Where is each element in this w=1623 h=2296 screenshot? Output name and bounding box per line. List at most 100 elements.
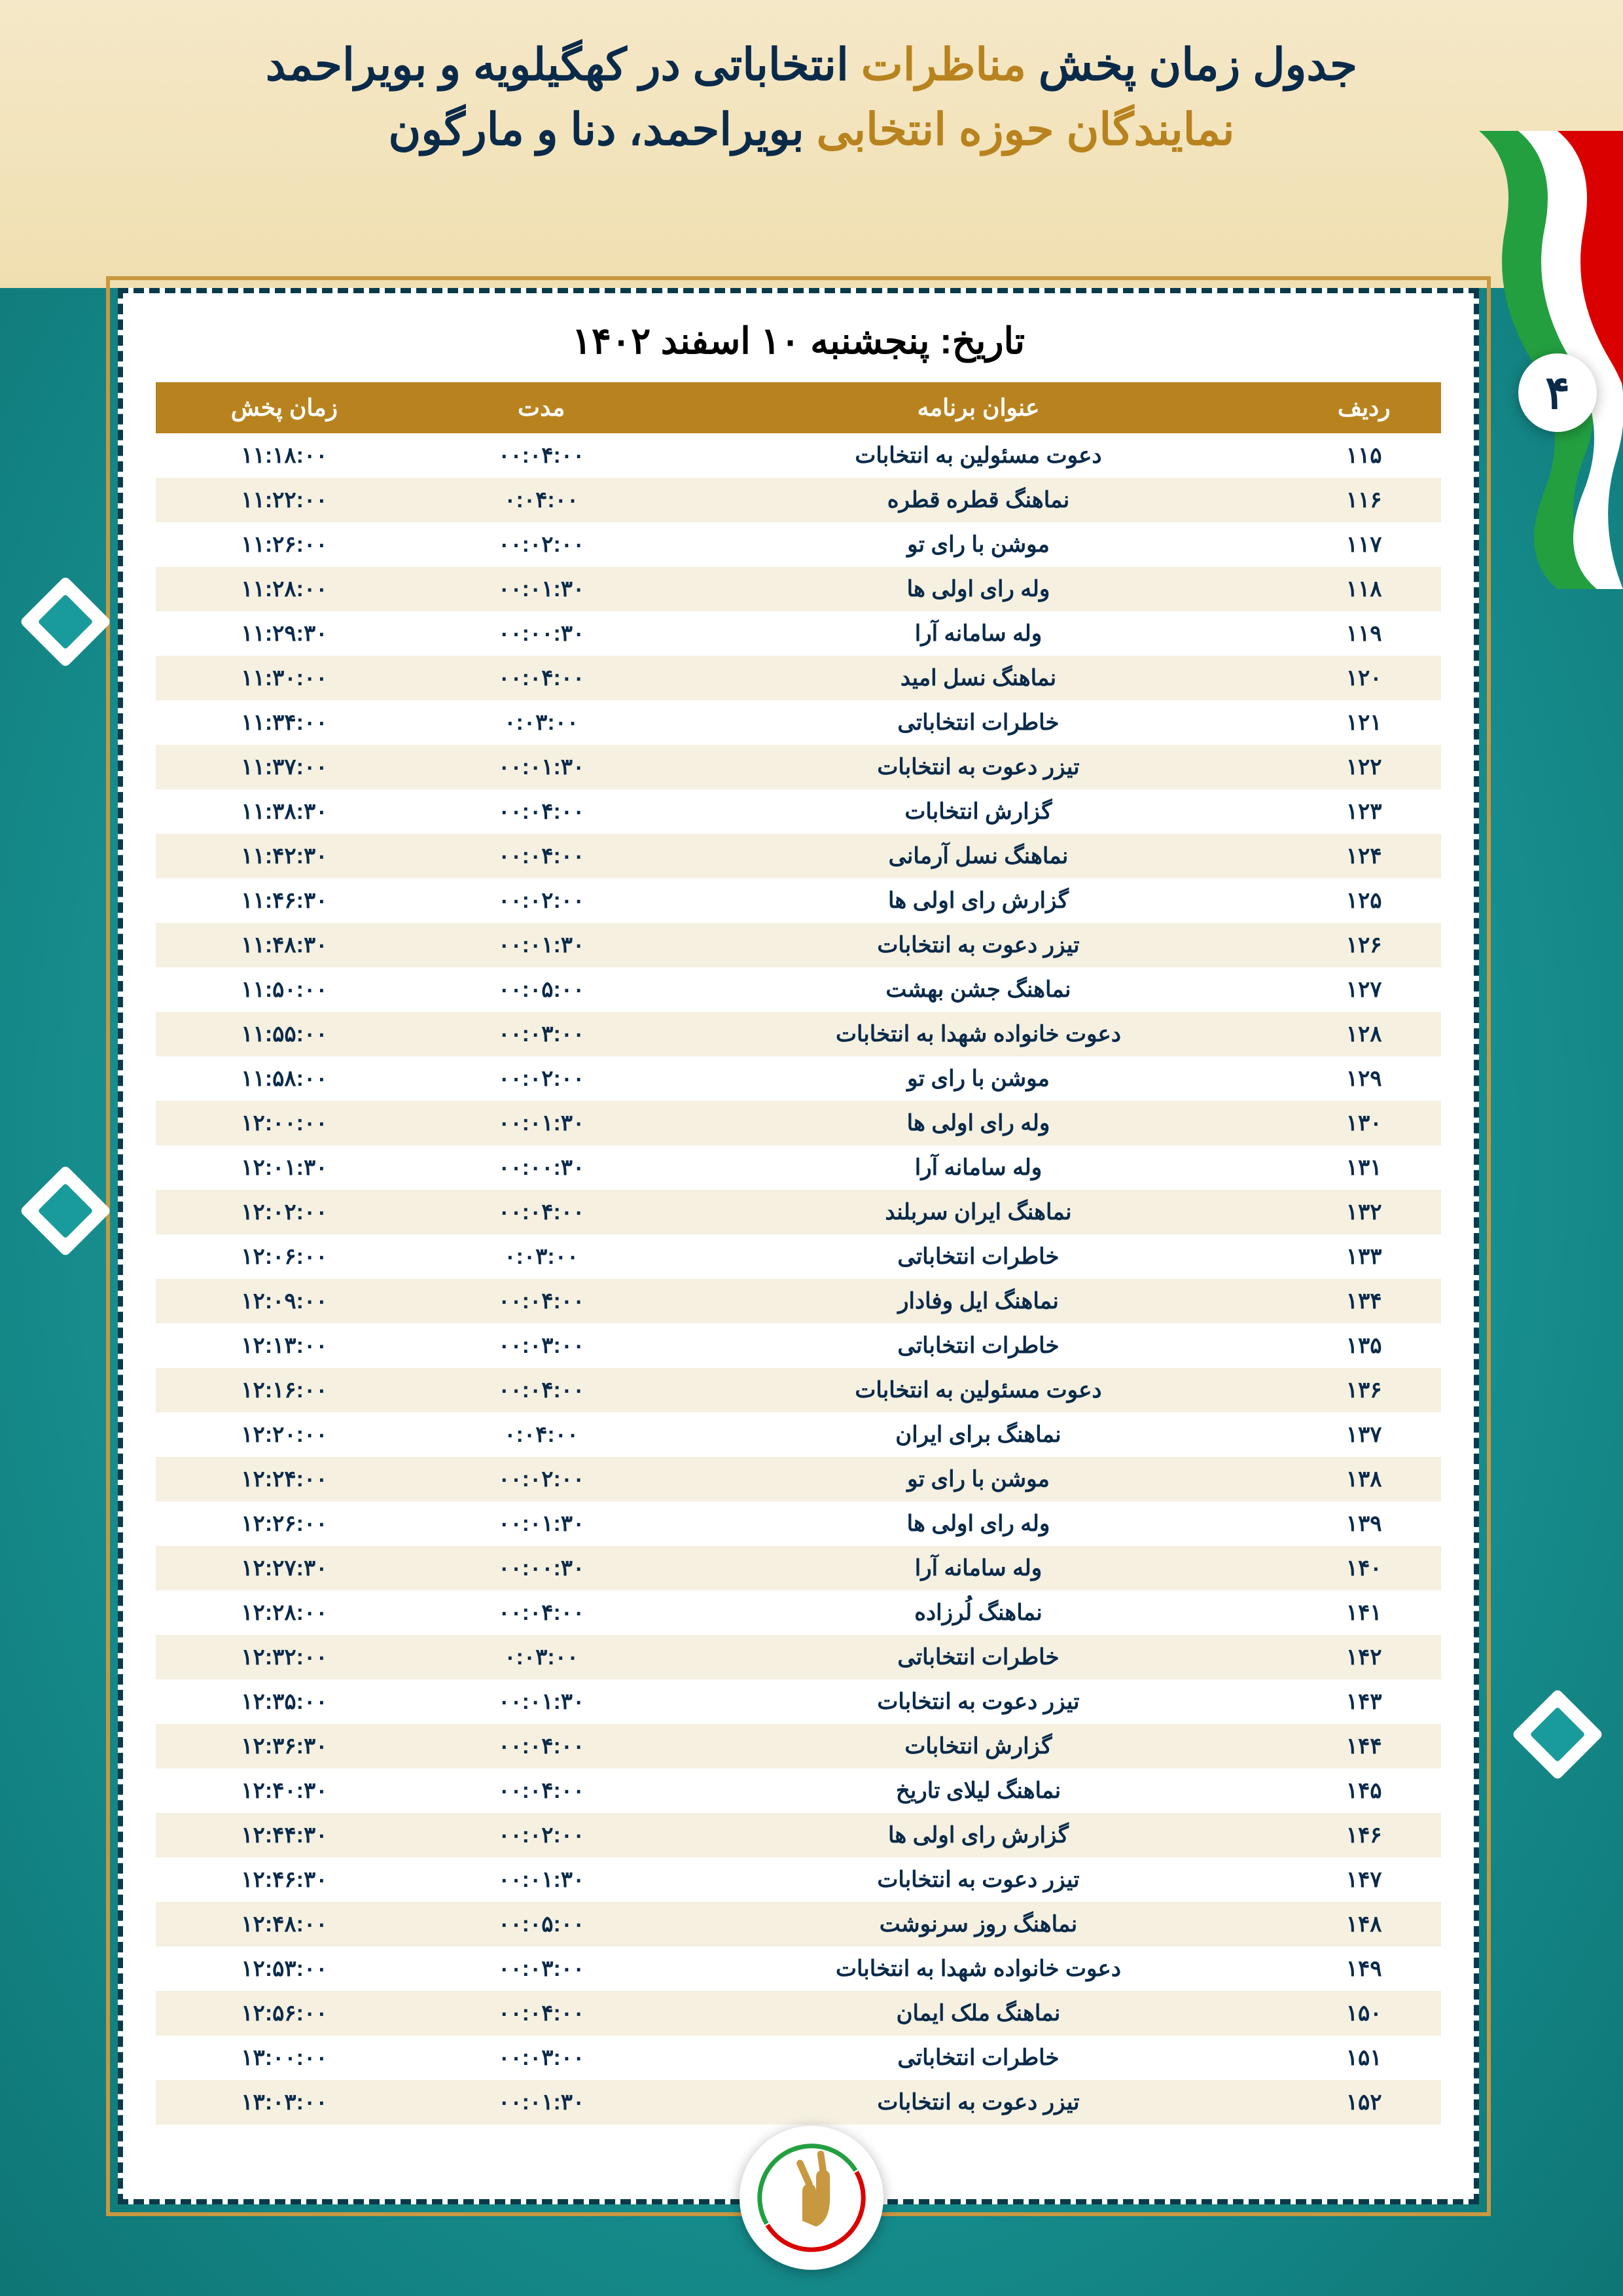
cell-program-title: نماهنگ نسل آرمانی (670, 834, 1287, 878)
table-row: ۱۳۰وله رای اولی ها۰۰:۰۱:۳۰۱۲:۰۰:۰۰ (156, 1101, 1441, 1145)
col-header-title: عنوان برنامه (670, 382, 1287, 433)
cell-program-title: موشن با رای تو (670, 1457, 1287, 1501)
cell-row-number: ۱۲۵ (1287, 878, 1441, 923)
table-row: ۱۳۶دعوت مسئولین به انتخابات۰۰:۰۴:۰۰۱۲:۱۶… (156, 1368, 1441, 1412)
cell-program-title: خاطرات انتخاباتی (670, 1234, 1287, 1279)
cell-broadcast-time: ۱۱:۳۷:۰۰ (156, 745, 413, 789)
cell-row-number: ۱۴۰ (1287, 1546, 1441, 1590)
cell-broadcast-time: ۱۲:۴۴:۳۰ (156, 1813, 413, 1857)
cell-row-number: ۱۳۱ (1287, 1145, 1441, 1190)
table-row: ۱۴۰وله سامانه آرا۰۰:۰۰:۳۰۱۲:۲۷:۳۰ (156, 1546, 1441, 1590)
cell-duration: ۰۰:۰۱:۳۰ (413, 1501, 670, 1546)
cell-row-number: ۱۳۲ (1287, 1190, 1441, 1234)
cell-program-title: نماهنگ جشن بهشت (670, 967, 1287, 1012)
cell-duration: ۰۰:۰۲:۰۰ (413, 522, 670, 567)
cell-row-number: ۱۴۲ (1287, 1635, 1441, 1679)
cell-duration: ۰۰:۰۱:۳۰ (413, 1679, 670, 1724)
cell-broadcast-time: ۱۲:۵۳:۰۰ (156, 1946, 413, 1991)
cell-row-number: ۱۳۵ (1287, 1323, 1441, 1368)
cell-program-title: موشن با رای تو (670, 522, 1287, 567)
cell-row-number: ۱۱۹ (1287, 611, 1441, 656)
table-row: ۱۲۰نماهنگ نسل امید۰۰:۰۴:۰۰۱۱:۳۰:۰۰ (156, 656, 1441, 700)
cell-program-title: دعوت خانواده شهدا به انتخابات (670, 1946, 1287, 1991)
table-row: ۱۳۸موشن با رای تو۰۰:۰۲:۰۰۱۲:۲۴:۰۰ (156, 1457, 1441, 1501)
table-row: ۱۲۹موشن با رای تو۰۰:۰۲:۰۰۱۱:۵۸:۰۰ (156, 1056, 1441, 1101)
cell-row-number: ۱۳۹ (1287, 1501, 1441, 1546)
title-1-highlight: مناظرات (861, 40, 1026, 90)
table-row: ۱۴۲خاطرات انتخاباتی۰:۰۳:۰۰۱۲:۳۲:۰۰ (156, 1635, 1441, 1679)
cell-program-title: نماهنگ ایران سربلند (670, 1190, 1287, 1234)
cell-broadcast-time: ۱۱:۴۸:۳۰ (156, 923, 413, 967)
title-2-pre: نمایندگان حوزه انتخابی (804, 105, 1235, 154)
cell-duration: ۰۰:۰۱:۳۰ (413, 2080, 670, 2125)
title-1-pre: جدول زمان پخش (1026, 40, 1357, 90)
cell-program-title: دعوت خانواده شهدا به انتخابات (670, 1012, 1287, 1056)
cell-broadcast-time: ۱۱:۵۸:۰۰ (156, 1056, 413, 1101)
table-row: ۱۲۲تیزر دعوت به انتخابات۰۰:۰۱:۳۰۱۱:۳۷:۰۰ (156, 745, 1441, 789)
cell-row-number: ۱۴۳ (1287, 1679, 1441, 1724)
schedule-panel: تاریخ: پنجشنبه ۱۰ اسفند ۱۴۰۲ ردیف عنوان … (118, 288, 1479, 2204)
cell-row-number: ۱۴۶ (1287, 1813, 1441, 1857)
cell-row-number: ۱۳۴ (1287, 1279, 1441, 1323)
table-row: ۱۳۷نماهنگ برای ایران۰:۰۴:۰۰۱۲:۲۰:۰۰ (156, 1412, 1441, 1457)
cell-broadcast-time: ۱۱:۵۵:۰۰ (156, 1012, 413, 1056)
cell-broadcast-time: ۱۱:۳۰:۰۰ (156, 656, 413, 700)
table-row: ۱۱۸وله رای اولی ها۰۰:۰۱:۳۰۱۱:۲۸:۰۰ (156, 567, 1441, 611)
cell-program-title: نماهنگ نسل امید (670, 656, 1287, 700)
table-row: ۱۲۱خاطرات انتخاباتی۰:۰۳:۰۰۱۱:۳۴:۰۰ (156, 700, 1441, 745)
cell-broadcast-time: ۱۲:۳۵:۰۰ (156, 1679, 413, 1724)
cell-row-number: ۱۲۶ (1287, 923, 1441, 967)
cell-row-number: ۱۵۲ (1287, 2080, 1441, 2125)
cell-duration: ۰۰:۰۲:۰۰ (413, 878, 670, 923)
cell-row-number: ۱۳۷ (1287, 1412, 1441, 1457)
cell-duration: ۰۰:۰۱:۳۰ (413, 745, 670, 789)
cell-program-title: وله رای اولی ها (670, 567, 1287, 611)
title-line-2: نمایندگان حوزه انتخابی بویراحمد، دنا و م… (0, 104, 1623, 156)
cell-broadcast-time: ۱۱:۲۹:۳۰ (156, 611, 413, 656)
cell-duration: ۰۰:۰۴:۰۰ (413, 1590, 670, 1635)
cell-row-number: ۱۲۱ (1287, 700, 1441, 745)
footer-logo (740, 2126, 883, 2270)
cell-broadcast-time: ۱۱:۴۲:۳۰ (156, 834, 413, 878)
cell-row-number: ۱۲۹ (1287, 1056, 1441, 1101)
cell-broadcast-time: ۱۳:۰۳:۰۰ (156, 2080, 413, 2125)
table-row: ۱۱۷موشن با رای تو۰۰:۰۲:۰۰۱۱:۲۶:۰۰ (156, 522, 1441, 567)
table-row: ۱۴۸نماهنگ روز سرنوشت۰۰:۰۵:۰۰۱۲:۴۸:۰۰ (156, 1902, 1441, 1946)
cell-duration: ۰۰:۰۵:۰۰ (413, 1902, 670, 1946)
cell-broadcast-time: ۱۱:۴۶:۳۰ (156, 878, 413, 923)
cell-broadcast-time: ۱۲:۲۷:۳۰ (156, 1546, 413, 1590)
cell-broadcast-time: ۱۲:۰۶:۰۰ (156, 1234, 413, 1279)
title-2-highlight: بویراحمد، دنا و مارگون (388, 105, 804, 154)
cell-broadcast-time: ۱۱:۲۶:۰۰ (156, 522, 413, 567)
cell-broadcast-time: ۱۱:۲۲:۰۰ (156, 478, 413, 522)
cell-row-number: ۱۵۱ (1287, 2036, 1441, 2080)
cell-program-title: دعوت مسئولین به انتخابات (670, 1368, 1287, 1412)
cell-broadcast-time: ۱۳:۰۰:۰۰ (156, 2036, 413, 2080)
cell-row-number: ۱۲۸ (1287, 1012, 1441, 1056)
cell-program-title: خاطرات انتخاباتی (670, 1635, 1287, 1679)
cell-duration: ۰۰:۰۴:۰۰ (413, 834, 670, 878)
cell-row-number: ۱۳۰ (1287, 1101, 1441, 1145)
cell-broadcast-time: ۱۲:۳۶:۳۰ (156, 1724, 413, 1768)
table-row: ۱۲۵گزارش رای اولی ها۰۰:۰۲:۰۰۱۱:۴۶:۳۰ (156, 878, 1441, 923)
cell-program-title: وله سامانه آرا (670, 1145, 1287, 1190)
table-row: ۱۲۸دعوت خانواده شهدا به انتخابات۰۰:۰۳:۰۰… (156, 1012, 1441, 1056)
cell-duration: ۰۰:۰۴:۰۰ (413, 1368, 670, 1412)
cell-duration: ۰۰:۰۰:۳۰ (413, 1546, 670, 1590)
cell-broadcast-time: ۱۲:۰۰:۰۰ (156, 1101, 413, 1145)
table-row: ۱۱۵دعوت مسئولین به انتخابات۰۰:۰۴:۰۰۱۱:۱۸… (156, 433, 1441, 478)
cell-duration: ۰۰:۰۳:۰۰ (413, 1012, 670, 1056)
cell-broadcast-time: ۱۲:۰۱:۳۰ (156, 1145, 413, 1190)
cell-program-title: وله رای اولی ها (670, 1501, 1287, 1546)
cell-program-title: وله رای اولی ها (670, 1101, 1287, 1145)
cell-row-number: ۱۲۷ (1287, 967, 1441, 1012)
cell-broadcast-time: ۱۲:۲۰:۰۰ (156, 1412, 413, 1457)
table-row: ۱۲۴نماهنگ نسل آرمانی۰۰:۰۴:۰۰۱۱:۴۲:۳۰ (156, 834, 1441, 878)
cell-broadcast-time: ۱۲:۰۲:۰۰ (156, 1190, 413, 1234)
cell-program-title: دعوت مسئولین به انتخابات (670, 433, 1287, 478)
cell-program-title: گزارش رای اولی ها (670, 1813, 1287, 1857)
table-row: ۱۱۶نماهنگ قطره قطره۰:۰۴:۰۰۱۱:۲۲:۰۰ (156, 478, 1441, 522)
cell-row-number: ۱۱۷ (1287, 522, 1441, 567)
cell-row-number: ۱۱۵ (1287, 433, 1441, 478)
cell-broadcast-time: ۱۱:۵۰:۰۰ (156, 967, 413, 1012)
